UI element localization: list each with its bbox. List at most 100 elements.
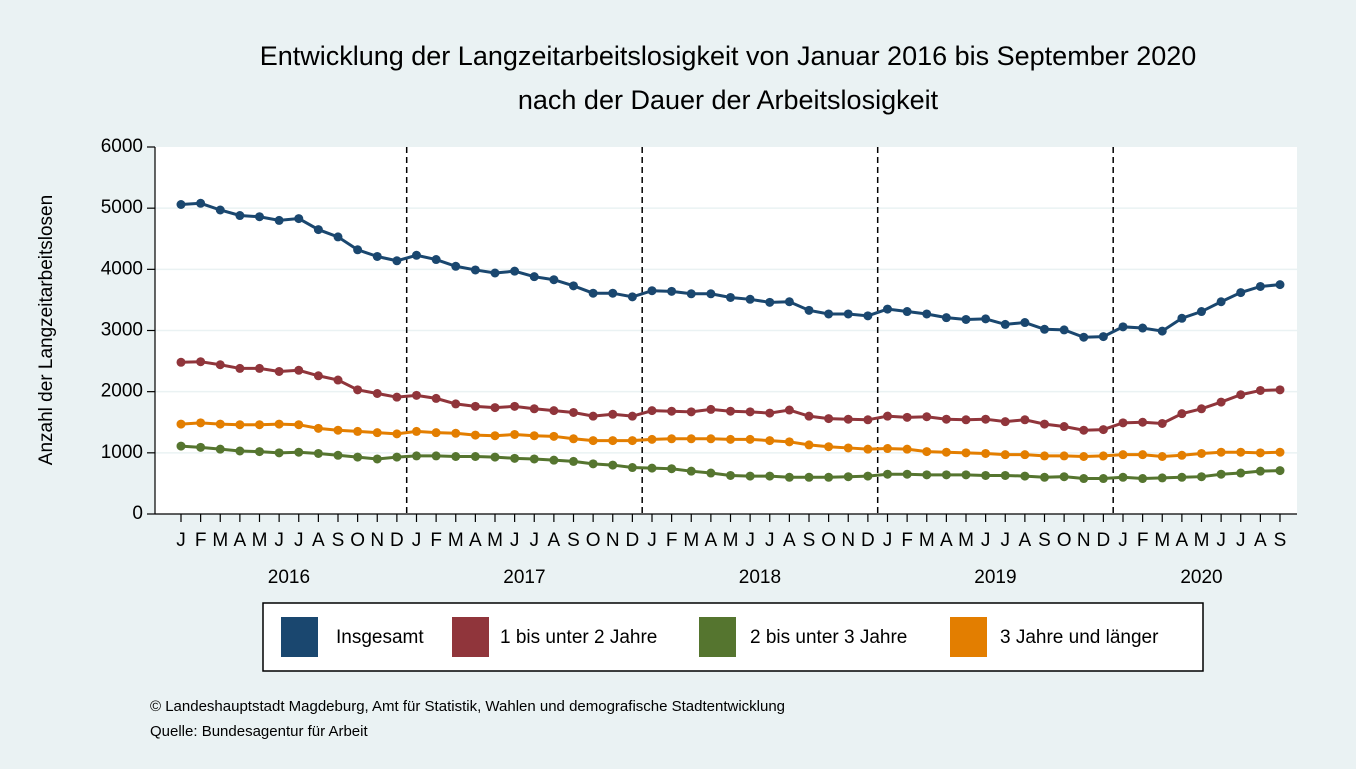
data-point [431,451,441,461]
x-tick-label: D [1097,530,1111,551]
data-point [588,411,598,421]
data-point [1255,448,1265,458]
data-point [981,414,991,424]
legend-swatch [950,617,987,657]
x-tick-label: S [567,530,580,551]
data-point [529,272,539,282]
data-point [765,297,775,307]
data-point [215,444,225,454]
data-point [1275,466,1285,476]
y-tick-label: 5000 [101,197,143,218]
data-point [1040,472,1049,482]
data-point [961,470,971,480]
data-point [961,415,971,425]
data-point [372,389,382,399]
y-tick-label: 6000 [101,136,143,157]
data-point [1098,474,1108,484]
data-point [745,434,755,444]
data-point [1157,473,1167,483]
data-point [941,470,951,480]
data-point [333,450,343,460]
data-point [1040,419,1049,429]
data-point [255,363,264,373]
data-point [333,425,343,435]
data-point [549,455,559,465]
legend-label: 3 Jahre und länger [1000,627,1159,648]
x-tick-label: D [390,530,404,551]
data-point [647,406,657,416]
x-tick-label: J [530,530,540,551]
legend-swatch [699,617,736,657]
data-point [1020,318,1030,328]
data-point [941,447,951,457]
data-point [1079,452,1089,462]
x-tick-label: J [883,530,893,551]
data-point [706,404,716,414]
legend-label: 1 bis unter 2 Jahre [500,627,657,648]
x-tick-label: M [252,530,268,551]
legend-swatch [452,617,489,657]
data-point [451,261,461,271]
x-tick-label: F [1137,530,1149,551]
data-point [647,463,657,473]
x-tick-label: M [723,530,739,551]
x-tick-label: S [332,530,345,551]
footer: Quelle: Bundesagentur für Arbeit [150,723,368,740]
x-tick-label: F [666,530,678,551]
data-point [353,385,363,395]
data-point [235,420,245,430]
data-point [902,412,912,422]
x-tick-label: O [586,530,601,551]
chart-title: Entwicklung der Langzeitarbeitslosigkeit… [260,41,1197,71]
x-tick-label: D [626,530,640,551]
x-tick-label: J [1216,530,1226,551]
data-point [490,452,500,462]
x-tick-label: J [1118,530,1128,551]
data-point [255,212,264,222]
data-point [1157,452,1167,462]
data-point [196,442,206,452]
data-point [1255,281,1265,291]
data-point [1236,468,1246,478]
data-point [588,436,598,446]
footer: © Landeshauptstadt Magdeburg, Amt für St… [150,698,785,715]
data-point [353,426,363,436]
data-point [1197,448,1206,458]
data-point [510,429,520,439]
data-point [470,265,480,275]
data-point [667,434,677,444]
x-tick-label: O [821,530,836,551]
data-point [1118,418,1128,428]
x-tick-label: S [803,530,816,551]
data-point [215,205,225,215]
x-tick-label: J [1001,530,1011,551]
data-point [1275,447,1285,457]
data-point [333,232,343,242]
data-point [745,407,755,417]
data-point [804,305,814,315]
data-point [470,430,480,440]
data-point [1157,418,1167,428]
data-point [706,434,716,444]
data-point [176,357,186,367]
x-tick-label: A [1254,530,1267,551]
data-point [1098,425,1108,435]
data-point [1118,472,1128,482]
data-point [1216,397,1226,407]
data-point [1079,332,1089,342]
data-point [1000,450,1010,460]
data-point [627,436,637,446]
data-point [941,313,951,323]
data-point [392,256,402,266]
legend [262,602,1204,672]
data-point [176,419,186,429]
data-point [412,390,421,400]
data-point [215,419,225,429]
x-tick-label: J [745,530,755,551]
data-point [569,456,578,466]
x-tick-label: S [1274,530,1287,551]
data-point [294,447,304,457]
x-tick-label: J [274,530,284,551]
x-tick-label: J [176,530,186,551]
